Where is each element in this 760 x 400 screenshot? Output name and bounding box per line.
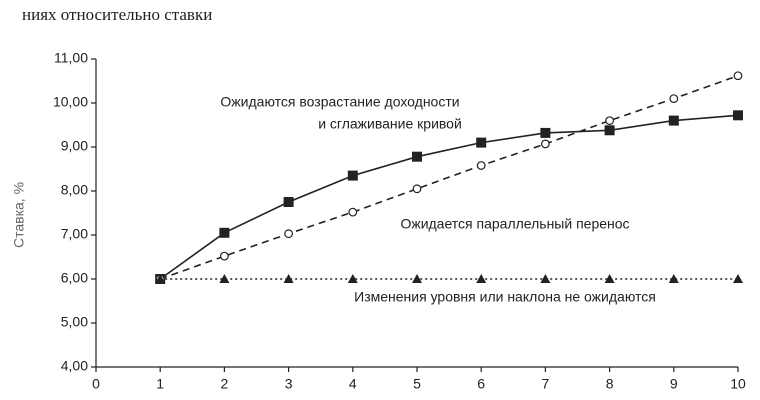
y-tick-label: 7,00 [61,226,88,242]
marker [733,71,743,81]
y-tick-label: 11,00 [54,50,88,66]
x-tick-label: 0 [92,376,100,392]
y-tick-label: 6,00 [61,270,88,286]
y-tick-label: 10,00 [53,94,88,110]
marker [476,161,486,170]
marker [347,170,358,181]
marker [733,274,743,283]
x-tick-label: 3 [285,376,293,392]
marker [541,139,550,149]
x-tick-label: 10 [730,376,746,392]
marker [283,197,294,207]
x-tick-label: 2 [221,376,229,392]
marker [412,184,422,194]
marker [540,127,551,138]
marker [604,125,615,136]
series-line [159,114,739,280]
y-tick-label: 8,00 [61,182,88,198]
marker [412,274,422,283]
x-tick-label: 7 [542,376,550,392]
y-tick-label: 9,00 [61,138,88,154]
x-tick-label: 4 [349,376,357,392]
header-text: ниях относительно ставки [22,5,212,24]
marker [219,274,230,283]
annotation: Изменения уровня или наклона не ожидаютс… [354,289,656,305]
marker [412,151,422,162]
y-tick-label: 5,00 [61,314,88,330]
x-tick-label: 9 [670,376,678,392]
x-tick-label: 6 [477,376,485,392]
marker [733,110,743,121]
y-axis-label: Ставка, % [11,182,27,248]
x-tick-label: 1 [156,376,164,392]
marker [283,274,294,283]
annotation: Ожидаются возрастание доходности [220,94,459,110]
marker [669,94,679,103]
annotation: Ожидается параллельный перенос [400,216,629,232]
marker [284,229,294,239]
marker [668,115,679,126]
marker [347,274,358,283]
marker [604,274,615,283]
marker [219,227,230,238]
marker [219,251,229,261]
marker [348,207,358,217]
annotation: и сглаживание кривой [318,116,462,132]
marker [476,137,487,148]
marker [668,274,679,283]
series-line [159,74,739,280]
marker [605,116,614,125]
marker [155,274,166,283]
x-tick-label: 8 [606,376,614,392]
marker [476,274,487,283]
x-tick-label: 5 [413,376,421,392]
marker [540,274,551,283]
y-tick-label: 4,00 [61,358,88,374]
